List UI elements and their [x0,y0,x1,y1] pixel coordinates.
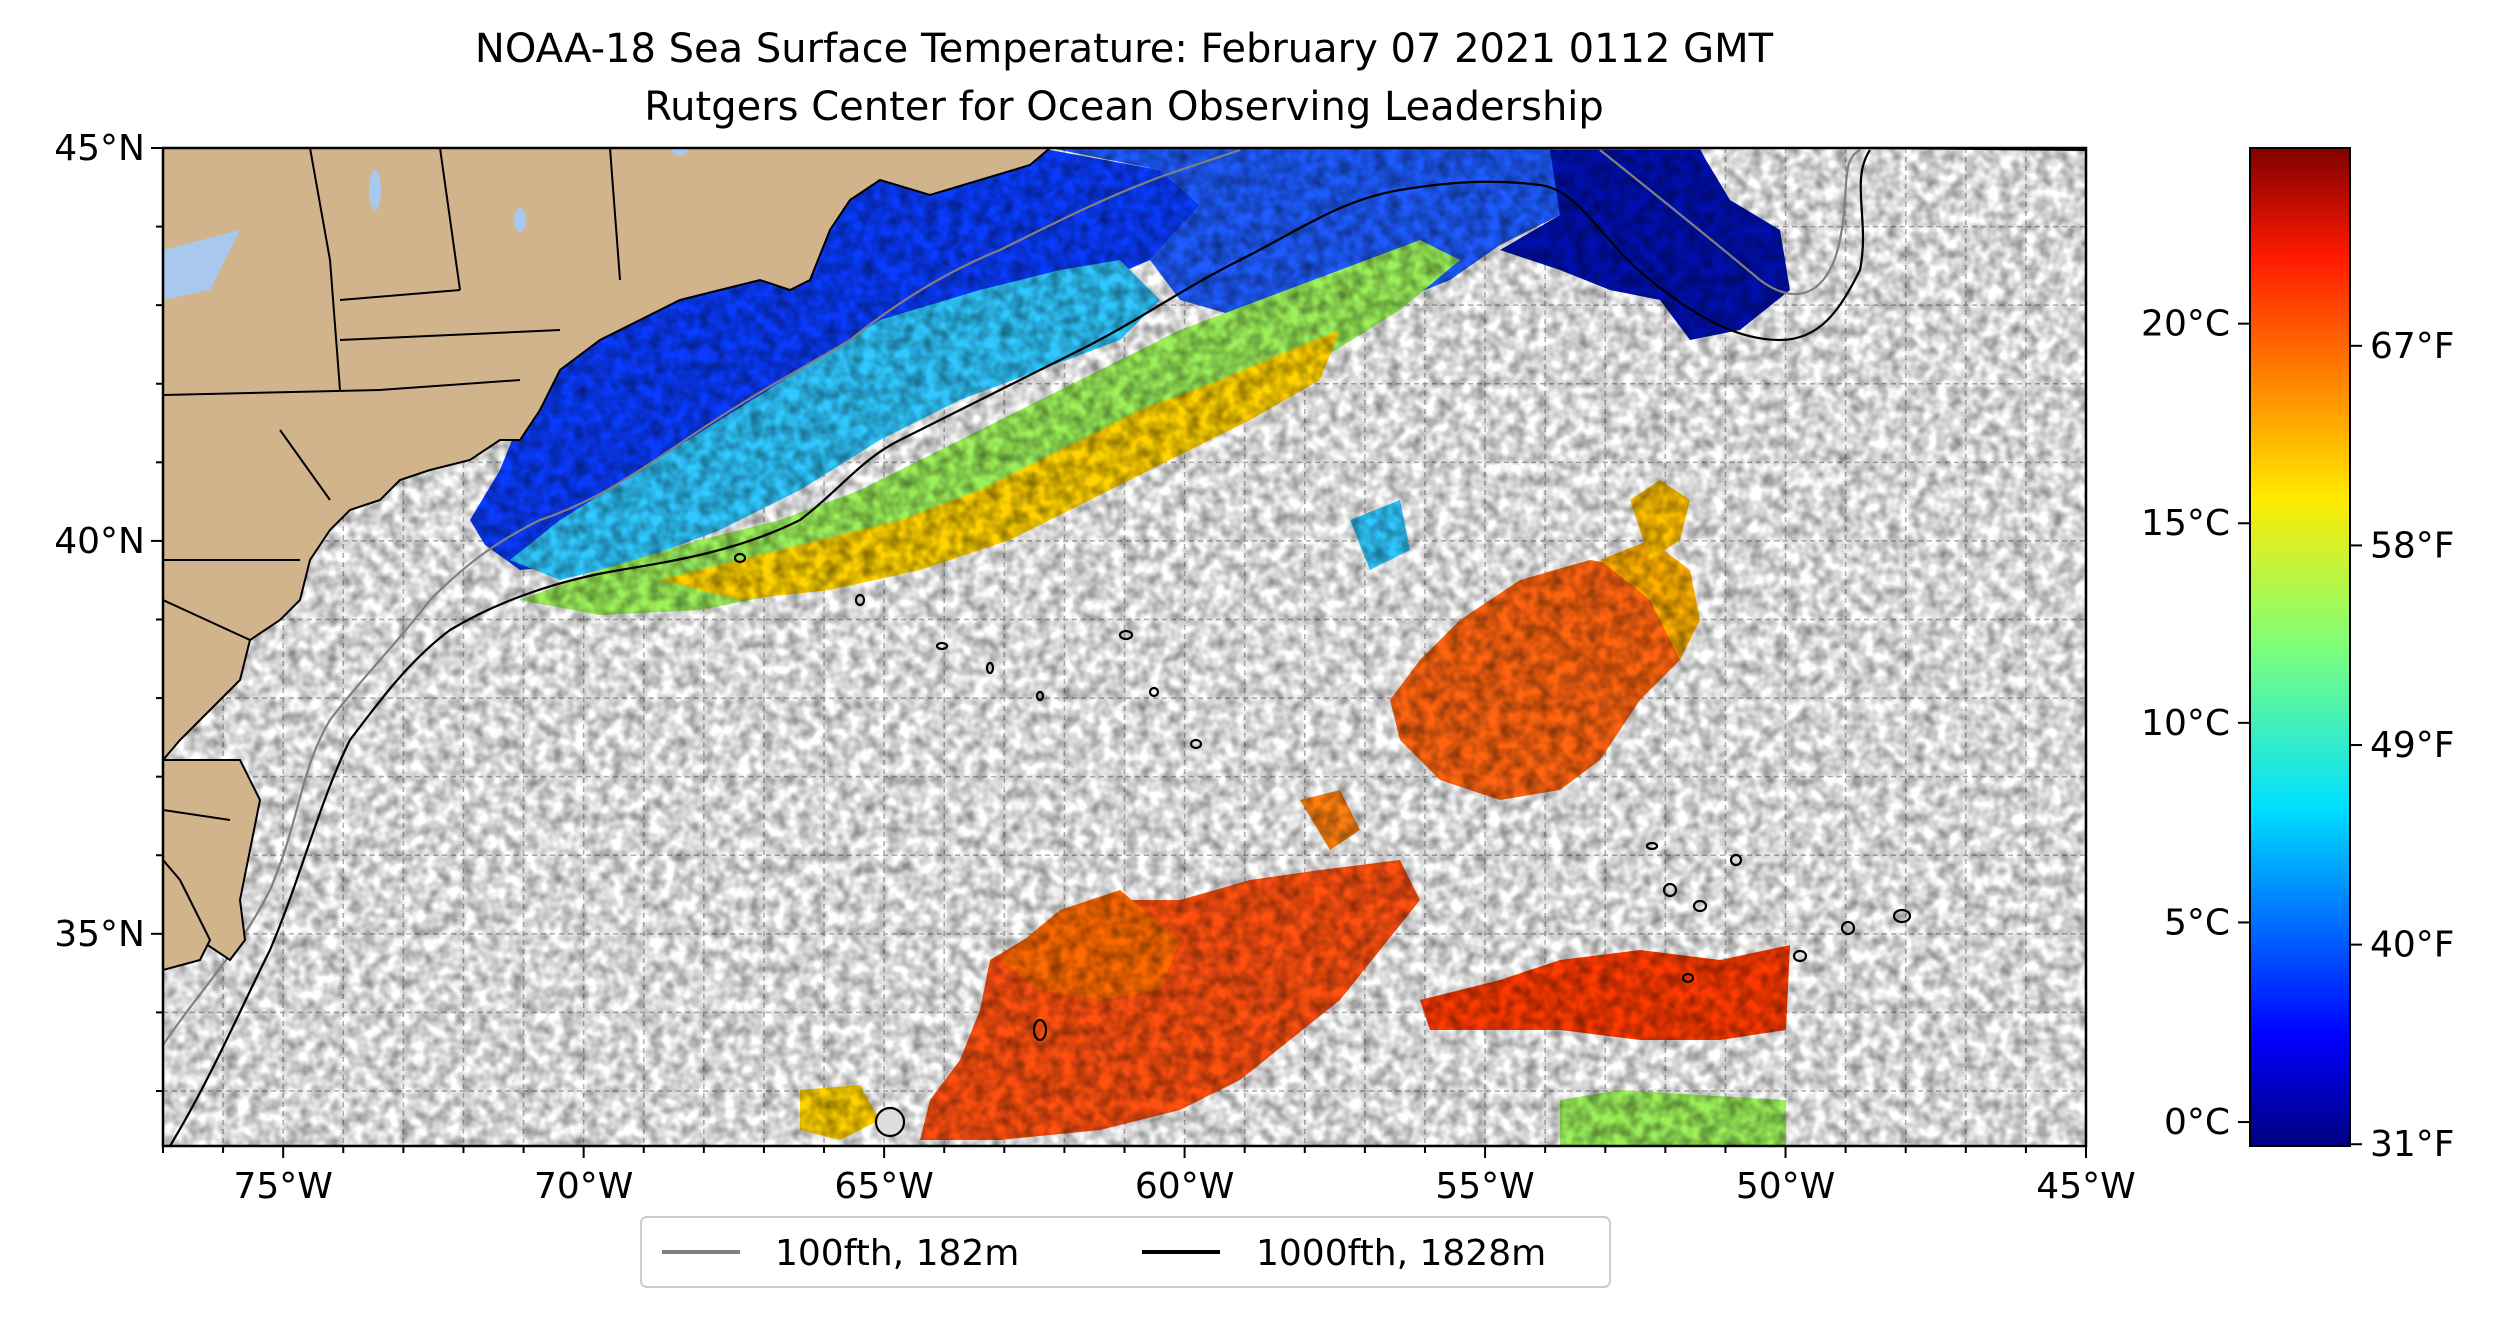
colorbar-celsius-label: 20°C [2141,304,2230,345]
colorbar-fahrenheit-label: 31°F [2370,1124,2455,1165]
colorbar-celsius-label: 0°C [2164,1102,2230,1143]
legend-label-1000fth: 1000fth, 1828m [1256,1233,1546,1274]
longitude-axis: 75°W 70°W 65°W 60°W 55°W 50°W 45°W [162,1146,2136,1207]
figure-title-line2: Rutgers Center for Ocean Observing Leade… [644,84,1604,130]
state-borders [163,148,621,821]
seamount-contours [733,552,1912,1138]
map-panel: 75°W 70°W 65°W 60°W 55°W 50°W 45°W 35°N 40°N 45°… [54,128,2135,1207]
x-tick-label: 45°W [2036,1166,2135,1207]
x-tick-label: 50°W [1736,1166,1835,1207]
isobath-1000fth [169,149,1871,1146]
legend-label-100fth: 100fth, 182m [775,1233,1019,1274]
bathymetry-contours [163,148,1912,1146]
landmass [163,148,2086,972]
latitude-axis: 35°N 40°N 45°N [54,128,163,1092]
colorbar-celsius-ticks: 0°C 5°C 10°C 15°C 20°C [2141,304,2250,1143]
colorbar-fahrenheit-label: 67°F [2370,326,2455,367]
x-tick-label: 70°W [534,1166,633,1207]
y-tick-label: 40°N [54,521,145,562]
inland-lakes [163,148,688,300]
colorbar-celsius-label: 15°C [2141,503,2230,544]
x-tick-label: 55°W [1435,1166,1534,1207]
legend: 100fth, 182m 1000fth, 1828m [640,1216,1611,1288]
land-south [163,858,212,972]
colorbar-celsius-label: 10°C [2141,703,2230,744]
colorbar-fahrenheit-label: 58°F [2370,525,2455,566]
colorbar-fahrenheit-label: 49°F [2370,725,2455,766]
figure-title-line1: NOAA-18 Sea Surface Temperature: Februar… [475,26,1774,72]
y-tick-label: 35°N [54,914,145,955]
y-tick-label: 45°N [54,128,145,169]
colorbar-gradient [2249,147,2351,1147]
colorbar-fahrenheit-label: 40°F [2370,925,2455,966]
x-tick-label: 65°W [834,1166,933,1207]
x-tick-label: 60°W [1135,1166,1234,1207]
land-north-america [163,148,1052,762]
x-tick-label: 75°W [233,1166,332,1207]
isobath-100fth [163,148,1861,1046]
colorbar-celsius-label: 5°C [2164,902,2230,943]
colorbar-fahrenheit-ticks: 31°F 40°F 49°F 58°F 67°F [2350,326,2455,1165]
colorbar: 0°C 5°C 10°C 15°C 20°C 31°F 40°F 49°F 58°F 67°F [2141,147,2455,1165]
legend-box [640,1216,1611,1288]
